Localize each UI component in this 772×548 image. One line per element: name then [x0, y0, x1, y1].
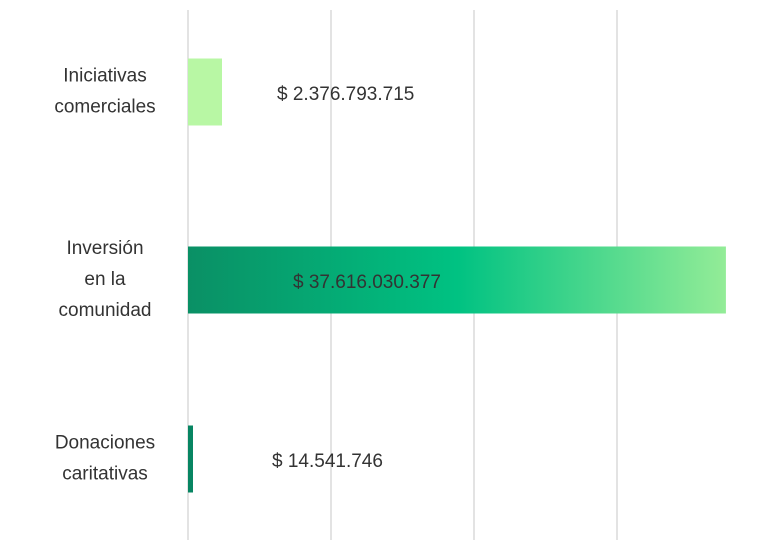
y-tick-label: Donaciones — [55, 433, 155, 454]
data-label: $ 14.541.746 — [272, 451, 383, 472]
bar — [188, 425, 193, 493]
y-tick-label: comerciales — [54, 97, 155, 118]
data-label: $ 37.616.030.377 — [293, 272, 441, 293]
y-tick-label: en la — [84, 269, 126, 290]
bar — [188, 246, 726, 314]
y-tick-label: Inversión — [66, 238, 143, 259]
y-tick-label: caritativas — [62, 464, 148, 485]
y-tick-label: comunidad — [59, 300, 152, 321]
data-label: $ 2.376.793.715 — [277, 84, 414, 105]
y-tick-label: Iniciativas — [63, 66, 146, 87]
bar — [188, 58, 222, 126]
